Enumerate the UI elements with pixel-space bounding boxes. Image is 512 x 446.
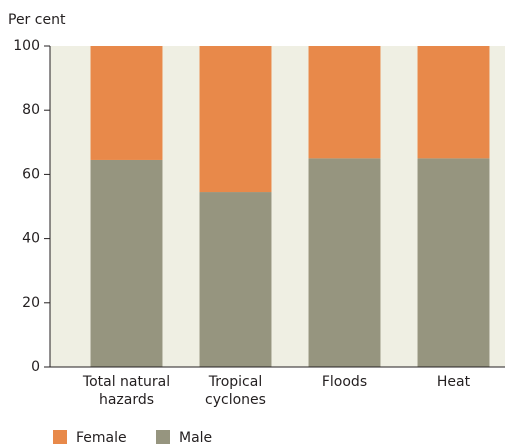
y-tick-label: 0 xyxy=(31,359,40,375)
y-tick-label: 60 xyxy=(22,166,40,182)
legend-swatch xyxy=(156,430,170,444)
bar-segment xyxy=(308,46,381,159)
y-axis-label: Per cent xyxy=(8,12,66,28)
bar-segment xyxy=(308,158,381,367)
bar-segment xyxy=(417,46,490,159)
bar-segment xyxy=(199,192,272,367)
y-tick-label: 20 xyxy=(22,295,40,311)
x-tick-label: Heat xyxy=(436,374,471,390)
x-tick-label: Tropical cyclones xyxy=(205,374,266,408)
legend-label: Female xyxy=(76,430,127,446)
legend-swatch xyxy=(53,430,67,444)
bar-segment xyxy=(90,46,163,160)
y-tick-label: 40 xyxy=(22,231,40,247)
x-tick-label: Total natural hazards xyxy=(82,374,171,408)
x-tick-label: Floods xyxy=(321,374,368,390)
y-tick-label: 100 xyxy=(13,38,40,54)
bar-segment xyxy=(199,46,272,193)
y-tick-label: 80 xyxy=(22,102,40,118)
legend-label: Male xyxy=(179,430,212,446)
bar-segment xyxy=(417,158,490,367)
bar-segment xyxy=(90,159,163,367)
